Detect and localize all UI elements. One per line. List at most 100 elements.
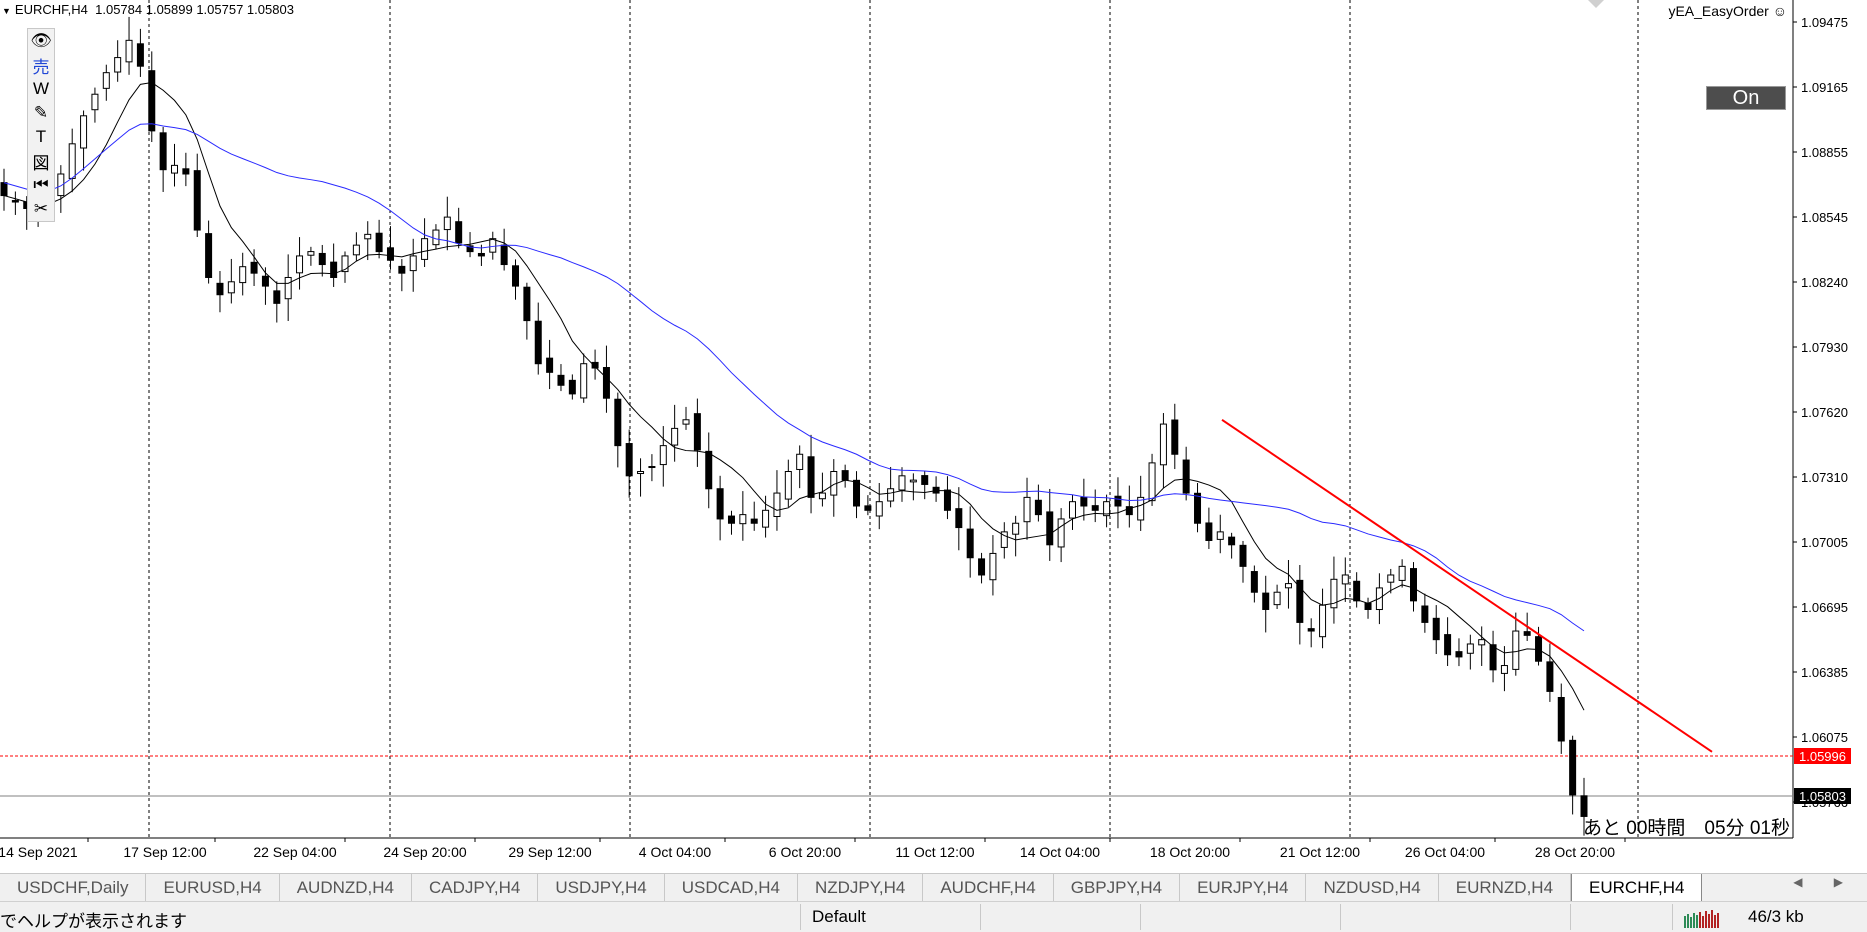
bull-candle <box>1398 565 1406 581</box>
bear-candle <box>159 132 167 171</box>
chart-tab[interactable]: EURNZD,H4 <box>1439 874 1572 902</box>
one-click-toolbar: 👁 売 W ✎ T 図 ⏮ ✂ <box>27 28 55 222</box>
bull-candle <box>762 509 770 528</box>
time-tick-label: 24 Sep 20:00 <box>383 844 467 860</box>
chart-tab[interactable]: CADJPY,H4 <box>412 874 539 902</box>
bull-candle <box>91 93 99 111</box>
bear-candle <box>534 320 542 365</box>
bull-candle <box>57 173 65 197</box>
bear-candle <box>1262 592 1270 610</box>
bear-candle <box>1523 631 1531 636</box>
price-tick-label: 1.06385 <box>1801 665 1848 680</box>
bear-candle <box>1546 661 1554 692</box>
bear-candle <box>943 489 951 511</box>
bear-candle <box>1205 522 1213 541</box>
time-tick-label: 26 Oct 04:00 <box>1405 844 1485 860</box>
bear-candle <box>955 508 963 529</box>
collapse-triangle-icon[interactable]: ▼ <box>2 6 11 16</box>
status-divider <box>1140 904 1141 930</box>
chart-tab[interactable]: USDCAD,H4 <box>665 874 798 902</box>
chart-tab[interactable]: EURCHF,H4 <box>1571 874 1703 903</box>
time-tick-label: 4 Oct 04:00 <box>639 844 712 860</box>
bull-candle <box>1012 522 1020 535</box>
bull-candle <box>1023 496 1031 523</box>
bear-candle <box>523 286 531 322</box>
bull-candle <box>1273 591 1281 606</box>
price-tick-label: 1.08240 <box>1801 275 1848 290</box>
rewind-icon[interactable]: ⏮ <box>33 175 49 194</box>
bear-candle <box>193 170 201 231</box>
bull-candle <box>1000 531 1008 548</box>
scissors-icon[interactable]: ✂ <box>33 199 49 218</box>
bull-candle <box>352 244 360 256</box>
bear-candle <box>1421 605 1429 623</box>
chart-tab[interactable]: USDCHF,Daily <box>0 874 147 902</box>
price-chart[interactable]: 1.09475 1.09165 1.08855 1.08545 1.08240 1.079… <box>0 0 1867 873</box>
bull-candle <box>1284 583 1292 589</box>
bear-candle <box>500 244 508 266</box>
bear-candle <box>1239 544 1247 567</box>
bear-candle <box>205 233 213 278</box>
chart-tab[interactable]: NZDUSD,H4 <box>1306 874 1439 902</box>
figure-icon[interactable]: 図 <box>32 153 50 173</box>
chart-tab[interactable]: EURUSD,H4 <box>146 874 280 902</box>
status-profile: Default <box>812 907 866 926</box>
bear-candle <box>750 518 758 524</box>
bull-candle <box>875 501 883 517</box>
bear-candle <box>546 357 554 373</box>
chart-symbol: EURCHF,H4 <box>14 2 88 17</box>
bull-candle <box>114 57 122 73</box>
bear-candle <box>727 515 735 524</box>
pencil-icon[interactable]: ✎ <box>33 103 49 122</box>
bull-candle <box>341 255 349 273</box>
eye-icon[interactable]: 👁 <box>30 31 52 50</box>
status-help-text: でヘルプが表示されます <box>0 912 187 931</box>
bull-candle <box>1512 630 1520 670</box>
bear-candle <box>1228 536 1236 546</box>
bear-candle <box>512 265 520 287</box>
bear-candle <box>1432 617 1440 641</box>
chart-tab[interactable]: USDJPY,H4 <box>538 874 665 902</box>
chart-tab[interactable]: EURJPY,H4 <box>1180 874 1307 902</box>
scroll-marker-icon[interactable] <box>1588 0 1604 8</box>
bear-candle <box>705 450 713 490</box>
bull-candle <box>307 251 315 256</box>
bear-candle <box>250 261 258 274</box>
sell-icon[interactable]: 売 <box>32 57 50 77</box>
text-icon[interactable]: T <box>35 127 47 146</box>
chart-tab[interactable]: AUDCHF,H4 <box>923 874 1054 902</box>
w-icon[interactable]: W <box>32 79 50 98</box>
status-divider <box>1340 904 1341 930</box>
trendline[interactable] <box>1221 418 1713 753</box>
bear-candle <box>716 488 724 520</box>
bull-candle <box>1137 496 1145 521</box>
bear-candle <box>0 182 8 197</box>
bear-candle <box>477 252 485 257</box>
chart-tab[interactable]: NZDJPY,H4 <box>798 874 924 902</box>
bear-candle <box>182 168 190 175</box>
chart-area[interactable]: 1.09475 1.09165 1.08855 1.08545 1.08240 1.079… <box>0 0 1867 873</box>
bull-candle <box>443 216 451 231</box>
bear-candle <box>386 247 394 261</box>
bear-candle <box>1489 644 1497 671</box>
chart-tab[interactable]: GBPJPY,H4 <box>1054 874 1181 902</box>
bear-candle <box>1557 696 1565 742</box>
time-tick-label: 21 Oct 12:00 <box>1280 844 1360 860</box>
chart-tab[interactable]: AUDNZD,H4 <box>280 874 413 902</box>
bull-candle <box>421 238 429 260</box>
ea-on-button[interactable]: On <box>1706 86 1786 110</box>
bull-candle <box>898 475 906 491</box>
bear-candle <box>1444 634 1452 656</box>
tab-scroll-arrows[interactable]: ◀ ▶ <box>1793 875 1857 889</box>
bear-candle <box>602 367 610 399</box>
bull-candle <box>784 471 792 500</box>
bull-candle <box>125 39 133 63</box>
bear-candle <box>807 456 815 498</box>
bear-candle <box>853 479 861 507</box>
time-tick-label: 28 Oct 20:00 <box>1535 844 1615 860</box>
bear-candle <box>864 505 872 511</box>
bear-candle <box>1455 651 1463 658</box>
bear-candle <box>1114 495 1122 507</box>
price-tick-label: 1.08855 <box>1801 145 1848 160</box>
bull-candle <box>1330 578 1338 609</box>
